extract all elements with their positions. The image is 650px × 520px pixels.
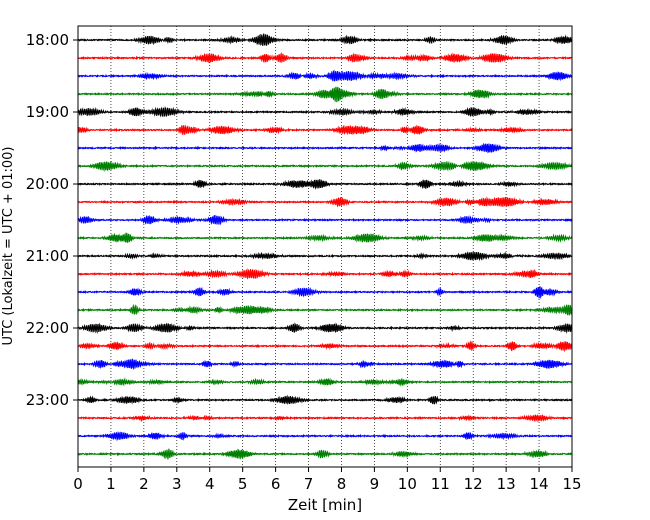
trace-2145 <box>77 303 573 316</box>
x-tick-label: 15 <box>562 475 581 493</box>
x-tick-label: 2 <box>139 475 149 493</box>
trace-2330 <box>77 430 573 442</box>
x-tick-label: 4 <box>205 475 215 493</box>
x-tick-label: 14 <box>530 475 549 493</box>
x-tick-label: 5 <box>238 475 248 493</box>
trace-2045 <box>77 232 573 244</box>
y-axis-title: UTC (Lokalzeit = UTC + 01:00) <box>1 147 16 346</box>
y-axis-ticks: 18:00 19:00 20:00 21:00 22:00 23:00 <box>26 31 78 409</box>
plot-frame <box>77 25 573 468</box>
trace-1915 <box>77 124 573 136</box>
trace-1845 <box>77 86 573 103</box>
trace-2100 <box>77 250 573 262</box>
trace-2015 <box>77 196 573 208</box>
seismic-traces <box>77 33 573 460</box>
trace-2200 <box>77 322 573 334</box>
trace-2245 <box>77 377 573 387</box>
trace-1800 <box>77 33 573 47</box>
x-tick-label: 6 <box>271 475 281 493</box>
x-tick-label: 0 <box>73 475 83 493</box>
trace-2345 <box>77 448 573 460</box>
y-tick-label: 21:00 <box>26 247 69 265</box>
trace-2030 <box>77 214 573 226</box>
trace-1930 <box>77 142 573 154</box>
trace-2300 <box>77 394 573 405</box>
trace-2230 <box>77 358 573 371</box>
trace-2315 <box>77 413 573 423</box>
y-tick-label: 23:00 <box>26 391 69 409</box>
x-tick-label: 8 <box>337 475 347 493</box>
y-tick-label: 22:00 <box>26 319 69 337</box>
trace-1815 <box>77 51 573 64</box>
trace-1830 <box>77 69 573 82</box>
trace-2215 <box>77 340 573 353</box>
trace-2115 <box>77 268 573 280</box>
trace-1900 <box>77 105 573 118</box>
y-tick-label: 19:00 <box>26 103 69 121</box>
trace-1945 <box>77 160 573 172</box>
y-tick-label: 20:00 <box>26 175 69 193</box>
x-axis-title: Zeit [min] <box>288 496 362 514</box>
x-tick-label: 1 <box>106 475 116 493</box>
x-tick-label: 11 <box>431 475 450 493</box>
x-tick-label: 12 <box>464 475 483 493</box>
x-tick-label: 3 <box>172 475 182 493</box>
x-tick-label: 7 <box>304 475 314 493</box>
x-tick-label: 9 <box>370 475 380 493</box>
trace-2130 <box>77 286 573 300</box>
y-tick-label: 18:00 <box>26 31 69 49</box>
x-tick-label: 13 <box>497 475 516 493</box>
x-axis-ticks: 0 1 2 3 4 5 6 7 8 9 10 11 12 13 14 15 <box>73 467 582 493</box>
trace-2000 <box>77 179 573 190</box>
x-tick-label: 10 <box>398 475 417 493</box>
